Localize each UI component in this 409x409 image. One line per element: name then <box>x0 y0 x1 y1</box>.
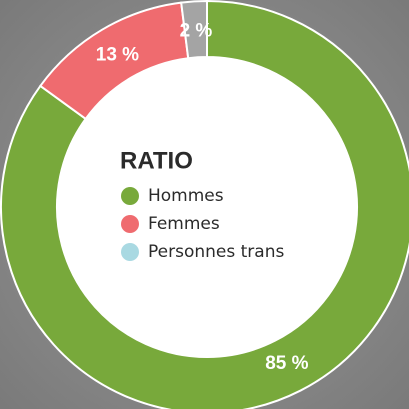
legend-marker <box>121 243 139 261</box>
legend-marker <box>121 187 139 205</box>
value-label: 2 % <box>180 20 213 41</box>
legend-label: Hommes <box>148 186 224 206</box>
legend-marker <box>121 215 139 233</box>
donut-center <box>57 57 357 357</box>
legend-label: Personnes trans <box>148 242 284 262</box>
chart-title: RATIO <box>120 147 193 174</box>
value-label: 85 % <box>265 353 308 374</box>
legend-label: Femmes <box>148 214 220 234</box>
value-label: 13 % <box>96 45 139 66</box>
